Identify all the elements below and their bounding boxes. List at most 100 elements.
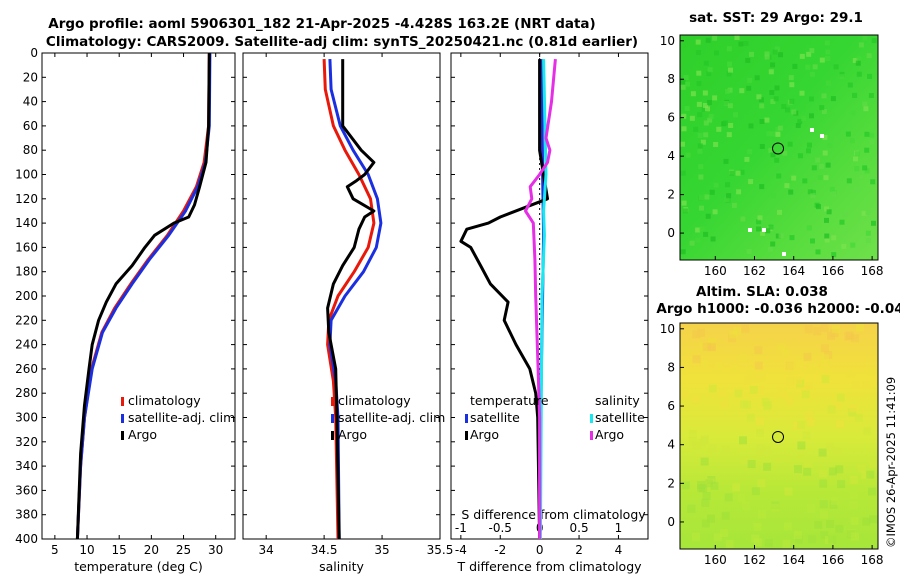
sla-cell [850,491,859,500]
sst-cell [740,216,746,222]
sst-cell [817,175,823,180]
sst-cell [810,189,816,195]
sla-cell [818,448,827,457]
y-tick-label: 60 [23,119,38,133]
sst-cell [831,191,837,197]
sla-cell [761,397,770,406]
sst-cell [819,105,825,111]
sst-cell [681,126,687,132]
sla-cell [862,380,871,389]
sst-cell [680,141,685,147]
sst-cell [815,249,821,255]
x-tick-label: 20 [144,543,159,557]
sst-cell [864,147,870,153]
sla-cell [849,475,858,484]
sst-cell [788,189,794,195]
legend-label-argo: Argo [338,427,367,442]
sst-cell [744,156,750,162]
sla-cell [720,529,729,538]
sst-cell [712,95,718,101]
x2-axis-label: S difference from climatology [461,507,646,522]
y-tick-label: 10 [660,322,675,336]
float-location-marker [772,142,785,155]
sst-cell [789,82,795,88]
sst-cell [846,178,852,184]
legend-label-s-sat: satellite [595,410,645,425]
salinity-legend: climatology satellite-adj. clim Argo [331,393,445,442]
sst-cell [858,174,864,180]
sla-cell [763,446,772,455]
sst-cell [681,113,687,119]
sst-cell [805,64,811,70]
sst-cell [809,96,814,102]
sst-cell [853,186,859,192]
sst-cell [809,48,815,54]
y-tick-label: 10 [660,34,675,48]
y-tick-label: 0 [667,226,675,240]
temperature-legend: climatology satellite-adj. clim Argo [121,393,235,442]
sst-cell [775,132,781,137]
sla-cell [783,522,792,531]
y-tick-label: 140 [15,216,38,230]
sst-cell [806,51,812,57]
sla-cell [741,324,750,333]
x-axis-label: T difference from climatology [456,559,642,574]
sla-cell [700,457,709,466]
y-tick-label: 340 [15,459,38,473]
sla-cell [777,342,786,351]
sst-cell [811,165,817,171]
sst-cell [769,90,775,95]
sst-cell [703,231,709,237]
sst-cell [775,126,781,132]
legend-label-t-sat: satellite [470,410,520,425]
sla-cell [740,400,748,409]
sla-cell [710,481,719,490]
legend-swatch-s-argo [590,431,593,440]
sla-cell [835,465,844,474]
y-tick-label: 220 [15,313,38,327]
sla-texture [680,323,878,548]
sla-cell [804,460,813,468]
sst-cell [868,93,874,98]
legend-title-salinity: salinity [595,393,640,408]
sst-field [680,35,878,260]
sla-cell [754,346,763,355]
sla-cell [778,389,787,398]
sst-cell [810,193,816,199]
sst-cell [770,131,776,137]
x-tick-label: 10 [79,543,94,557]
sla-cell [701,498,710,507]
y-tick-label: 6 [667,111,675,125]
sst-cell [770,62,776,68]
sla-cell [739,353,748,362]
sst-cell [845,131,851,137]
sla-cell [732,483,741,492]
sst-cell [822,150,828,156]
sla-cell [701,435,709,444]
sla-cell [835,524,844,533]
sst-cell [700,139,706,145]
sst-cell [768,148,774,154]
series-line-climatology [322,59,376,540]
sst-cell [795,123,801,128]
sst-cell [870,174,876,180]
sla-cell [708,384,717,393]
sla-cell [773,454,782,463]
x-tick-label: 168 [861,553,884,567]
sla-cell [797,448,806,457]
sst-cell [806,148,811,154]
sst-cell [866,53,872,59]
sla-cell [813,327,822,336]
sst-cell [806,142,812,148]
x-tick-label: 164 [782,553,805,567]
sst-cell [773,96,779,102]
x2-tick-label: 1 [615,521,623,535]
sla-cell [692,355,701,364]
sla-cell [756,417,765,426]
sla-cell [854,413,863,422]
sst-cell [697,133,703,138]
sla-cell [688,430,697,438]
sla-cell [785,397,794,406]
sst-cell [810,71,815,77]
sst-cell [697,143,703,149]
